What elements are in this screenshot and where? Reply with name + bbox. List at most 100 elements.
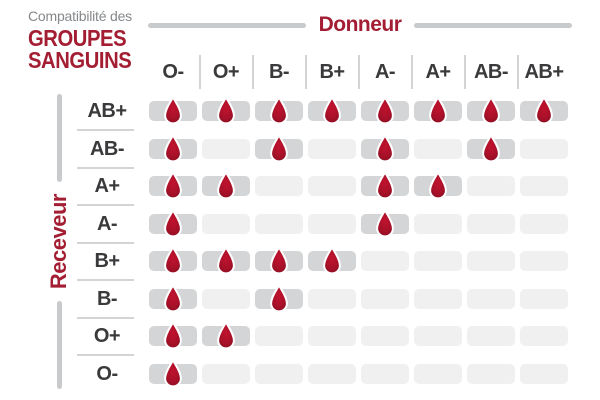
compatibility-cell [414,171,462,200]
compatibility-cell [308,96,356,125]
compatibility-cell [467,133,515,162]
compatibility-cell [361,96,409,125]
compatibility-cell [361,171,409,200]
compatibility-cell [361,326,409,346]
blood-drop-icon [270,133,288,162]
blood-drop-icon [429,171,447,200]
blood-drop-icon [164,321,182,350]
blood-drop-icon [482,96,500,125]
compatibility-cell [149,208,197,237]
donor-type-header: O- [162,61,184,83]
blood-drop-icon [323,96,341,125]
title-heading-line2: SANGUINS [28,47,132,73]
receiver-type-label: O- [96,362,118,385]
compatibility-cell [255,246,303,275]
compatibility-cell [255,176,303,196]
compatibility-cell [255,96,303,125]
compatibility-cell [202,213,250,234]
row-divider [77,279,134,281]
receiver-type-label: B- [96,287,118,310]
compatibility-cell [149,358,197,387]
blood-drop-icon [164,208,182,237]
receiver-axis-top-line [56,94,62,182]
blood-drop-icon [323,246,341,275]
compatibility-cell [308,138,356,159]
compatibility-cell [149,283,197,312]
compatibility-cell [202,138,250,159]
receiver-type-label: O+ [93,325,121,347]
blood-drop-icon [429,96,447,125]
compatibility-cell [308,363,356,384]
blood-drop-icon [164,96,182,125]
donor-type-header: B+ [319,61,345,83]
header-divider [410,55,413,89]
compatibility-cell [308,246,356,275]
compatibility-cell [467,96,515,125]
compatibility-cell [202,96,250,125]
compatibility-cell [255,326,303,346]
blood-drop-icon [270,283,288,312]
header-divider [251,55,254,89]
donor-axis-label: Donneur [318,13,402,36]
compatibility-cell [361,251,409,271]
compatibility-cell [202,246,250,275]
compatibility-cell [414,326,462,346]
compatibility-cell [308,326,356,346]
row-divider [77,241,134,244]
compatibility-cell [308,288,356,309]
compatibility-cell [520,251,568,271]
blood-drop-icon [164,133,182,162]
compatibility-cell [467,288,515,309]
compatibility-cell [202,288,250,309]
receiver-type-label: AB- [89,137,125,160]
blood-drop-icon [217,171,235,200]
compatibility-cell [414,363,462,384]
blood-drop-icon [217,96,235,125]
compatibility-cell [255,283,303,312]
row-divider [77,166,134,169]
compatibility-cell [520,138,568,159]
header-divider [357,55,360,89]
header-divider [304,55,307,89]
compatibility-cell [308,176,356,196]
compatibility-cell [361,133,409,162]
donor-axis-right-line [414,22,573,28]
blood-drop-icon [376,133,394,162]
receiver-axis-label: Receveur [46,193,71,290]
compatibility-cell [308,213,356,234]
title-subtitle: Compatibilité des [28,8,132,24]
blood-drop-icon [217,246,235,275]
blood-drop-icon [482,133,500,162]
compatibility-cell [467,251,515,271]
compatibility-cell [149,246,197,275]
blood-drop-icon [535,96,553,125]
compatibility-cell [414,251,462,271]
compatibility-cell [520,213,568,234]
blood-drop-icon [376,208,394,237]
header-divider [463,55,466,89]
header-divider [198,55,201,89]
header-divider [516,55,519,89]
compatibility-cell [520,326,568,346]
blood-drop-icon [164,283,182,312]
compatibility-cell [149,96,197,125]
blood-drop-icon [217,321,235,350]
donor-type-header: A+ [425,61,451,83]
compatibility-cell [149,321,197,350]
receiver-type-label: A- [96,212,118,235]
compatibility-cell [202,171,250,200]
compatibility-cell [520,288,568,309]
blood-drop-icon [164,358,182,387]
donor-axis-left-line [148,22,306,28]
blood-drop-icon [376,171,394,200]
blood-drop-icon [164,246,182,275]
compatibility-cell [520,176,568,196]
donor-type-header: AB+ [524,61,564,83]
compatibility-cell [414,138,462,159]
compatibility-cell [149,171,197,200]
compatibility-cell [255,133,303,162]
compatibility-cell [361,288,409,309]
compatibility-cell [467,363,515,384]
donor-type-header: A- [374,61,396,83]
